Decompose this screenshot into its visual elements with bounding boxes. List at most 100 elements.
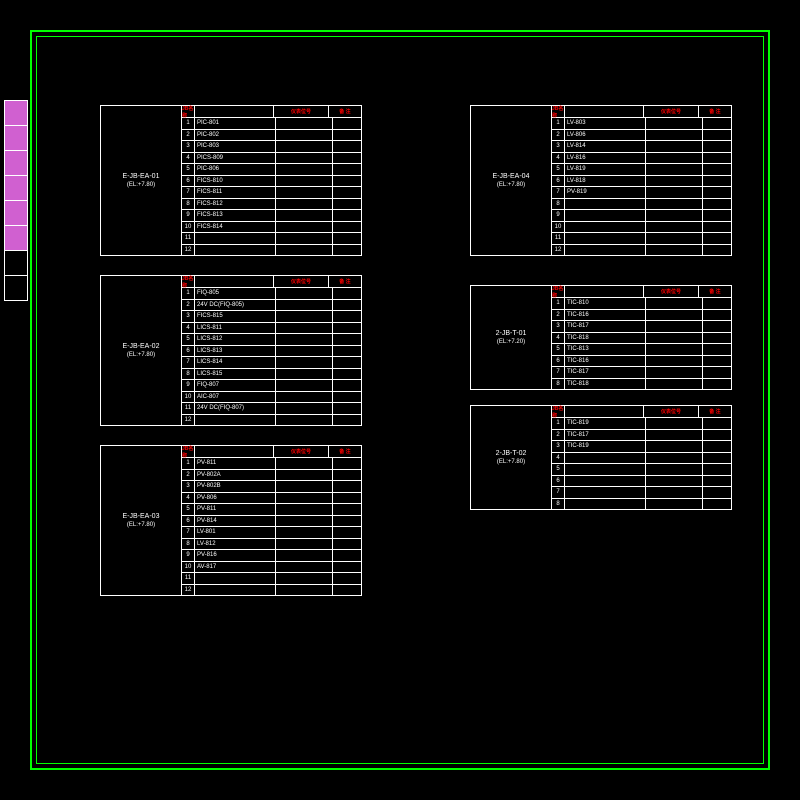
table-row: 6: [552, 476, 731, 488]
table-cell: [333, 300, 361, 311]
box-id: E-JB-EA-01: [123, 173, 160, 180]
table-row: 3PIC-803: [182, 141, 361, 153]
table-cell: 3: [552, 141, 565, 152]
side-legend-cell: [5, 276, 27, 300]
table-cell: [646, 118, 703, 129]
table-cell: [703, 487, 731, 498]
table-cell: [703, 298, 731, 309]
table-cell: 2: [182, 470, 195, 481]
table-cell: TIC-813: [565, 344, 646, 355]
table-cell: LICS-813: [195, 346, 276, 357]
table-cell: 8: [552, 499, 565, 510]
header-cell: JB名 称: [182, 446, 195, 457]
table-row: 4LV-816: [552, 153, 731, 165]
header-cell: JB名 称: [552, 286, 565, 297]
table-cell: [565, 464, 646, 475]
table-cell: [646, 176, 703, 187]
table-row: 4PV-806: [182, 493, 361, 505]
header-cell: JB名 称: [182, 276, 195, 287]
table-cell: [276, 323, 333, 334]
table-cell: [565, 453, 646, 464]
table-cell: [646, 499, 703, 510]
table-cell: [276, 176, 333, 187]
table-cell: 7: [552, 187, 565, 198]
table-row: 12: [182, 585, 361, 596]
table-row: 11: [182, 233, 361, 245]
junction-box-table: JB名 称仪表位号备 注1TIC-8192TIC-8173TIC-8194567…: [552, 406, 731, 509]
table-cell: [703, 153, 731, 164]
table-cell: [703, 344, 731, 355]
table-cell: LICS-815: [195, 369, 276, 380]
table-row: 10AV-817: [182, 562, 361, 574]
table-cell: 2: [182, 300, 195, 311]
table-cell: [333, 516, 361, 527]
table-cell: [276, 562, 333, 573]
table-row: 8TIC-818: [552, 379, 731, 390]
junction-box-table: JB名 称仪表位号备 注1TIC-8102TIC-8163TIC-8174TIC…: [552, 286, 731, 389]
table-row: 1PIC-801: [182, 118, 361, 130]
junction-box-table: JB名 称仪表位号备 注1FIQ-805224V DC(FIQ-805)3FIC…: [182, 276, 361, 425]
table-row: 5PIC-806: [182, 164, 361, 176]
table-cell: 12: [182, 245, 195, 256]
table-cell: 3: [182, 481, 195, 492]
box-id: 2-JB-T-01: [496, 330, 527, 337]
table-cell: 12: [182, 585, 195, 596]
table-cell: [333, 245, 361, 256]
table-cell: 4: [182, 153, 195, 164]
table-row: 7FICS-811: [182, 187, 361, 199]
header-cell: 仪表位号: [274, 446, 329, 457]
table-cell: 9: [182, 210, 195, 221]
table-cell: [646, 245, 703, 256]
header-cell: [565, 106, 644, 117]
table-cell: [646, 222, 703, 233]
table-cell: [276, 153, 333, 164]
table-cell: [565, 199, 646, 210]
table-cell: [333, 176, 361, 187]
side-legend-strip: [4, 100, 28, 301]
table-cell: 9: [552, 210, 565, 221]
table-cell: [333, 187, 361, 198]
table-cell: 7: [182, 357, 195, 368]
junction-box: 2-JB-T-01(EL:+7.20)JB名 称仪表位号备 注1TIC-8102…: [470, 285, 732, 390]
junction-box-label: E-JB-EA-03(EL:+7.80): [101, 446, 182, 595]
table-cell: 5: [182, 334, 195, 345]
table-cell: [646, 344, 703, 355]
table-cell: 1: [552, 118, 565, 129]
box-elevation: (EL:+7.80): [127, 352, 155, 358]
table-cell: AV-817: [195, 562, 276, 573]
header-cell: 备 注: [329, 446, 361, 457]
table-cell: [333, 233, 361, 244]
table-row: 7: [552, 487, 731, 499]
header-cell: [195, 106, 274, 117]
table-header: JB名 称仪表位号备 注: [182, 276, 361, 288]
table-row: 3PV-802B: [182, 481, 361, 493]
table-cell: [276, 380, 333, 391]
table-cell: [703, 187, 731, 198]
junction-box-label: 2-JB-T-01(EL:+7.20): [471, 286, 552, 389]
table-cell: 4: [552, 153, 565, 164]
table-cell: 2: [182, 130, 195, 141]
table-row: 10AIC-807: [182, 392, 361, 404]
table-cell: [276, 527, 333, 538]
junction-box-label: E-JB-EA-04(EL:+7.80): [471, 106, 552, 255]
table-cell: [276, 516, 333, 527]
junction-box-label: 2-JB-T-02(EL:+7.80): [471, 406, 552, 509]
table-cell: [333, 141, 361, 152]
header-cell: JB名 称: [552, 106, 565, 117]
table-cell: [703, 310, 731, 321]
table-cell: 6: [552, 176, 565, 187]
table-row: 11: [182, 573, 361, 585]
table-cell: [333, 153, 361, 164]
table-row: 11: [552, 233, 731, 245]
header-cell: [195, 446, 274, 457]
table-cell: [333, 527, 361, 538]
table-row: 7PV-819: [552, 187, 731, 199]
table-cell: LV-806: [565, 130, 646, 141]
table-cell: [703, 118, 731, 129]
table-row: 9: [552, 210, 731, 222]
table-cell: 11: [552, 233, 565, 244]
table-row: 5LV-819: [552, 164, 731, 176]
header-cell: 备 注: [329, 276, 361, 287]
table-cell: [333, 288, 361, 299]
table-cell: [276, 334, 333, 345]
